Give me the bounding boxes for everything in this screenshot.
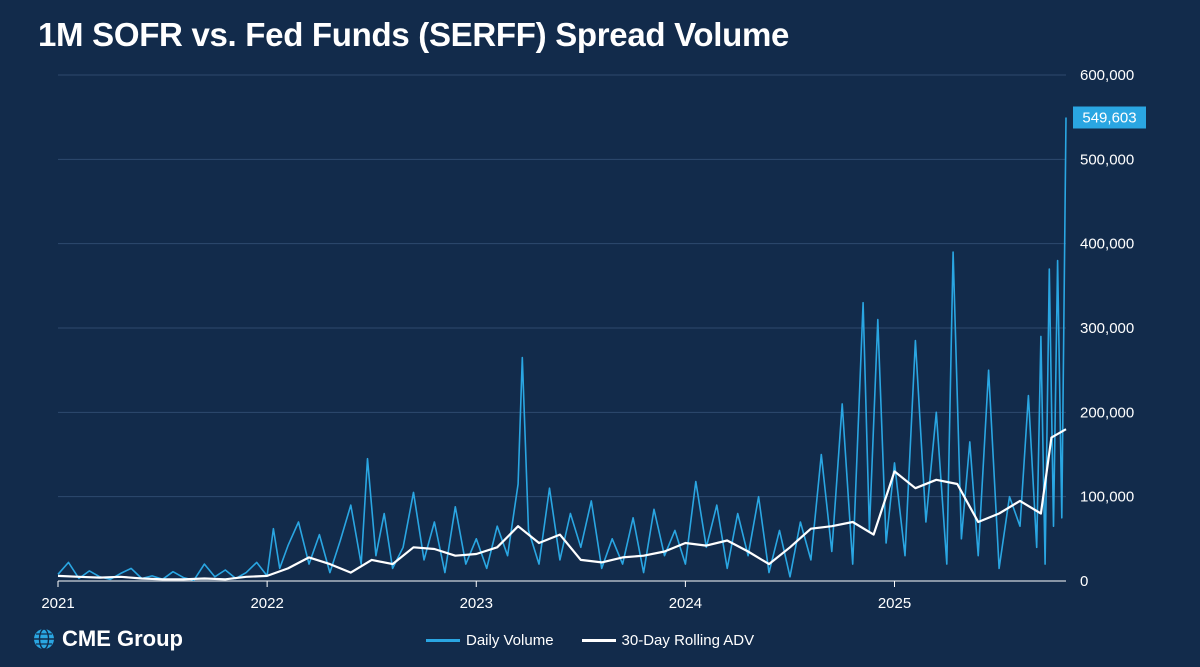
- brand-name: CME Group: [62, 626, 183, 651]
- series-line-rolling-adv: [57, 428, 1067, 581]
- legend-label-daily: Daily Volume: [466, 632, 554, 649]
- x-tick-label: 2024: [669, 595, 702, 612]
- y-tick-label: 200,000: [1080, 404, 1134, 421]
- last-value-box: [1073, 106, 1146, 129]
- legend-swatch-daily: [426, 639, 460, 642]
- globe-icon: [34, 628, 54, 650]
- brand-logo: CME Group: [32, 626, 183, 652]
- y-tick-label: 600,000: [1080, 67, 1134, 84]
- chart-title: 1M SOFR vs. Fed Funds (SERFF) Spread Vol…: [38, 16, 790, 53]
- legend-label-rolling: 30-Day Rolling ADV: [621, 632, 755, 649]
- y-tick-label: 400,000: [1080, 236, 1134, 253]
- legend: Daily Volume 30-Day Rolling ADV: [426, 632, 754, 649]
- y-tick-label: 100,000: [1080, 489, 1134, 506]
- x-tick-label: 2021: [41, 595, 74, 612]
- y-tick-label: 300,000: [1080, 320, 1134, 337]
- last-value-callout: 549,603: [1073, 106, 1146, 129]
- x-tick-label: 2022: [250, 595, 283, 612]
- x-axis: 2021 2022 2023 2024 2025: [41, 580, 1066, 612]
- gridlines: [58, 74, 1066, 582]
- legend-item-daily-volume: Daily Volume: [426, 632, 554, 649]
- y-tick-label: 500,000: [1080, 151, 1134, 168]
- series-group: [57, 117, 1067, 582]
- y-axis: 0 100,000 200,000 300,000 400,000 500,000 600,…: [1080, 67, 1134, 590]
- series-line-daily-volume: [57, 117, 1067, 582]
- last-value-label: 549,603: [1082, 110, 1136, 127]
- x-tick-label: 2025: [878, 595, 911, 612]
- x-tick-label: 2023: [460, 595, 493, 612]
- legend-swatch-rolling: [581, 639, 616, 642]
- y-tick-label: 0: [1080, 573, 1088, 590]
- legend-item-rolling-adv: 30-Day Rolling ADV: [581, 632, 755, 649]
